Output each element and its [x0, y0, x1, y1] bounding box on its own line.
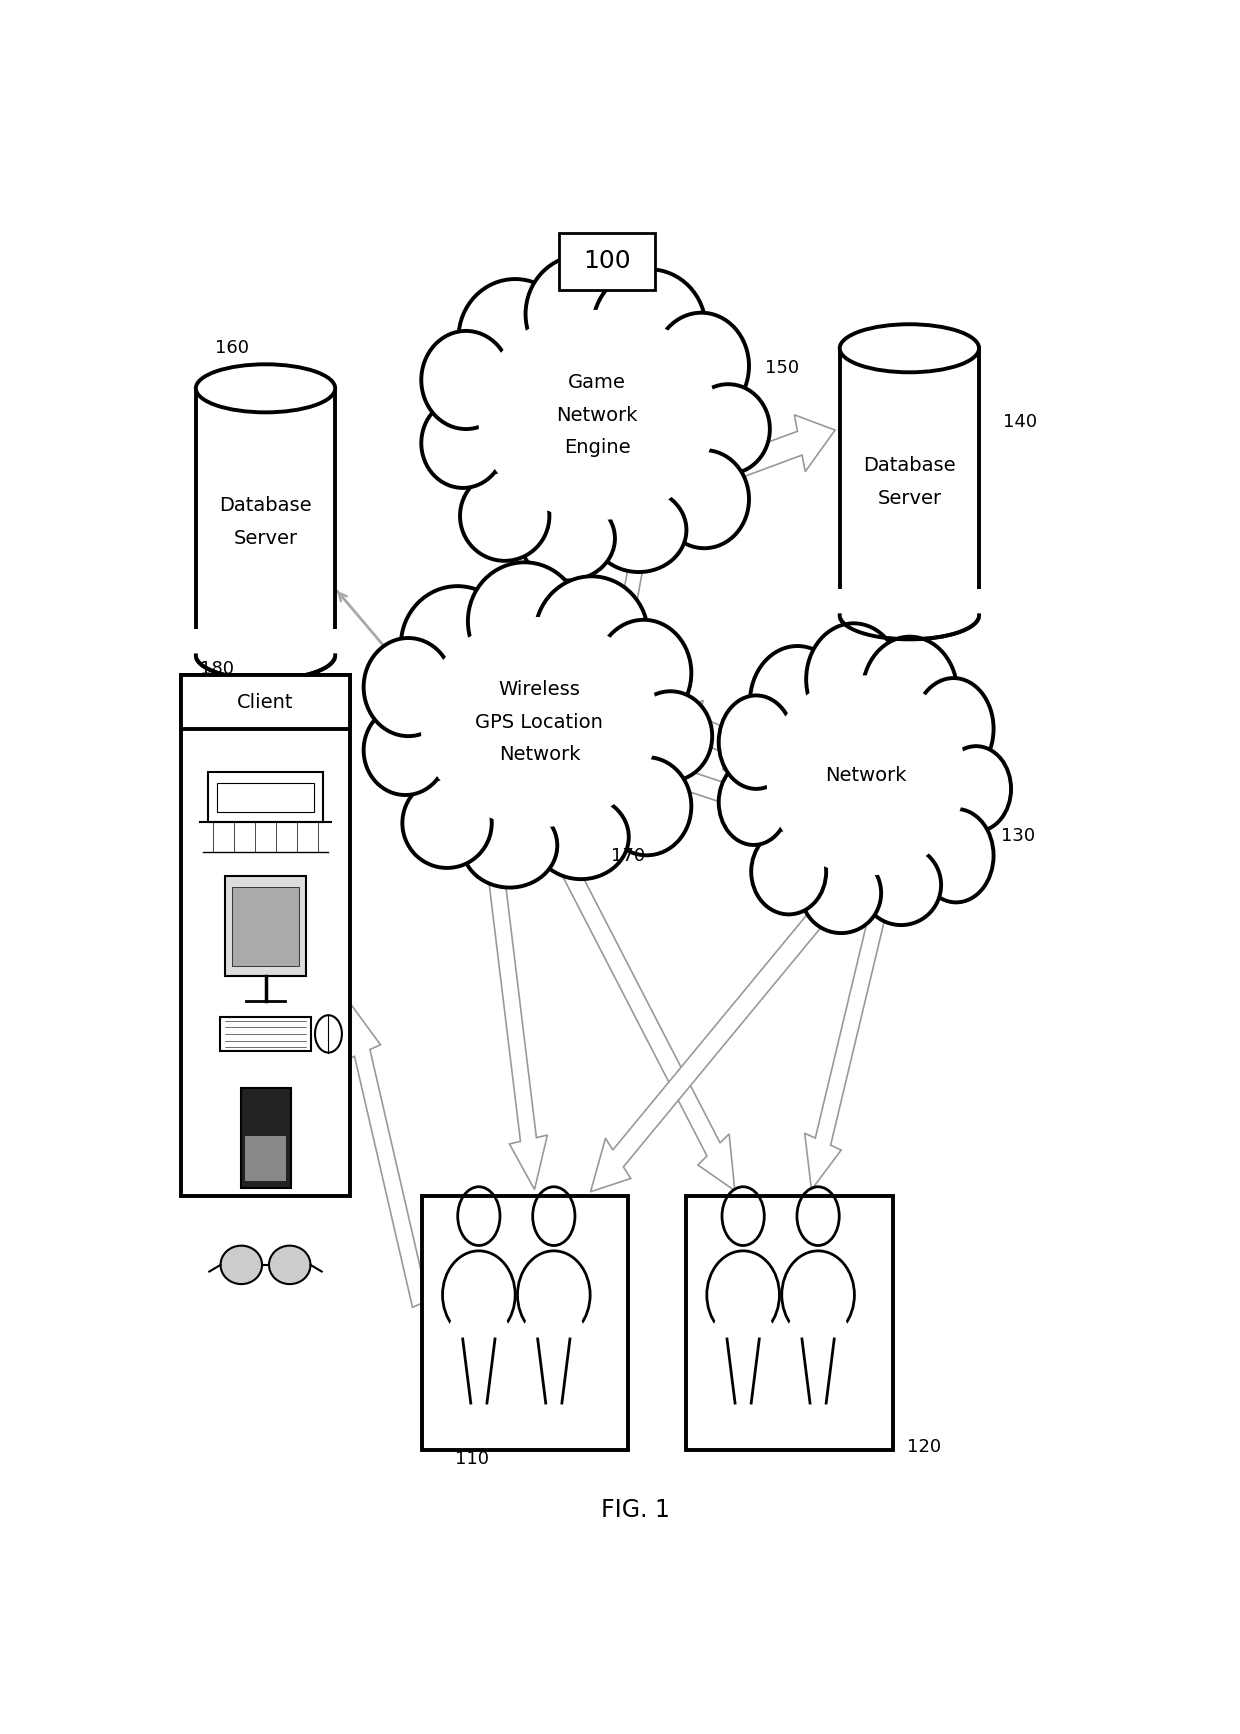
Ellipse shape [748, 662, 985, 890]
Ellipse shape [398, 603, 681, 841]
Polygon shape [671, 701, 755, 770]
Text: Client: Client [237, 692, 294, 711]
Ellipse shape [601, 758, 692, 855]
Ellipse shape [653, 312, 749, 420]
Polygon shape [558, 855, 735, 1191]
Ellipse shape [660, 451, 749, 548]
Ellipse shape [801, 853, 882, 933]
Bar [224, 876, 306, 976]
Ellipse shape [919, 808, 993, 902]
Ellipse shape [629, 692, 712, 780]
Ellipse shape [861, 844, 941, 924]
Ellipse shape [422, 331, 511, 428]
Bar [181, 675, 350, 728]
Ellipse shape [196, 631, 335, 680]
Ellipse shape [520, 496, 615, 581]
Bar [246, 1136, 285, 1181]
Ellipse shape [719, 695, 794, 789]
Ellipse shape [523, 1306, 584, 1358]
Ellipse shape [713, 1306, 774, 1358]
Ellipse shape [477, 310, 717, 520]
Ellipse shape [839, 324, 980, 373]
Text: 130: 130 [1001, 827, 1035, 844]
Ellipse shape [401, 586, 515, 704]
Text: 120: 120 [906, 1437, 941, 1457]
Ellipse shape [596, 619, 692, 727]
Ellipse shape [839, 591, 980, 640]
Ellipse shape [533, 794, 629, 879]
Text: FIG. 1: FIG. 1 [601, 1498, 670, 1522]
Polygon shape [805, 912, 885, 1190]
Bar [686, 1196, 893, 1450]
Polygon shape [662, 763, 768, 820]
Ellipse shape [941, 746, 1011, 832]
Bar [241, 1087, 290, 1188]
Bar [835, 588, 983, 617]
Polygon shape [874, 614, 911, 657]
Ellipse shape [719, 759, 789, 844]
Text: Database
Server: Database Server [863, 456, 956, 508]
Bar [181, 675, 350, 1196]
Ellipse shape [420, 617, 658, 827]
Ellipse shape [221, 1245, 262, 1285]
Polygon shape [539, 548, 582, 590]
Text: 110: 110 [455, 1450, 489, 1469]
Text: Network: Network [826, 766, 906, 786]
Text: Wireless
GPS Location
Network: Wireless GPS Location Network [475, 680, 604, 765]
Bar [558, 234, 655, 290]
Bar [191, 629, 340, 657]
Text: Game
Network
Engine: Game Network Engine [557, 373, 637, 458]
Ellipse shape [460, 472, 549, 560]
Ellipse shape [526, 255, 639, 373]
Text: Database
Server: Database Server [219, 496, 311, 548]
Ellipse shape [914, 678, 993, 780]
Ellipse shape [449, 1306, 510, 1358]
Ellipse shape [463, 803, 557, 888]
Ellipse shape [422, 399, 505, 487]
Ellipse shape [787, 1306, 848, 1358]
Ellipse shape [591, 487, 687, 572]
Text: 140: 140 [1003, 413, 1037, 430]
Ellipse shape [363, 706, 448, 794]
Ellipse shape [766, 675, 966, 876]
Ellipse shape [455, 297, 739, 534]
Text: 180: 180 [201, 659, 234, 678]
Polygon shape [691, 414, 835, 499]
Ellipse shape [467, 562, 582, 680]
Ellipse shape [402, 779, 492, 869]
Text: 170: 170 [611, 846, 646, 865]
Ellipse shape [751, 829, 826, 914]
Ellipse shape [363, 638, 453, 737]
Polygon shape [343, 1004, 428, 1307]
Text: 160: 160 [215, 340, 249, 357]
Ellipse shape [750, 647, 844, 758]
Polygon shape [487, 867, 547, 1190]
Text: 150: 150 [765, 359, 800, 378]
Ellipse shape [534, 576, 649, 694]
Ellipse shape [806, 623, 901, 735]
Ellipse shape [862, 636, 957, 749]
Polygon shape [590, 891, 837, 1191]
Bar [208, 772, 324, 822]
Ellipse shape [459, 279, 572, 397]
Text: 100: 100 [583, 250, 630, 274]
Bar [196, 388, 335, 655]
Bar [219, 1018, 311, 1051]
Bar [839, 349, 980, 616]
Ellipse shape [196, 364, 335, 413]
Bar [217, 782, 314, 812]
Ellipse shape [687, 385, 770, 473]
Polygon shape [611, 538, 647, 638]
Bar [422, 1196, 629, 1450]
Ellipse shape [593, 269, 706, 387]
Bar [232, 888, 299, 966]
Ellipse shape [269, 1245, 310, 1285]
